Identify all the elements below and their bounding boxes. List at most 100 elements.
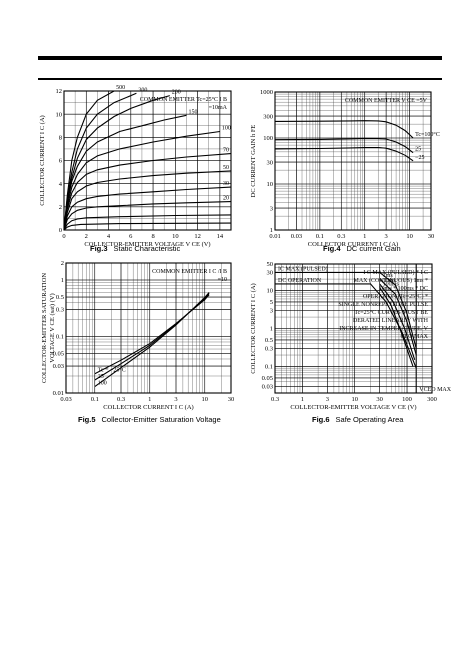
fig6-series-label: 10ms	[383, 278, 397, 284]
fig6-series-label: IC MAX (PULSED)	[278, 265, 328, 272]
fig3-series-line	[63, 222, 232, 231]
fig3-x-tick-label: 2	[85, 233, 88, 240]
fig6-y-tick-label: 0.05	[262, 375, 273, 382]
fig3-y-tick-label: 8	[59, 135, 62, 142]
fig6-x-tick-label: 30	[376, 396, 383, 403]
fig5-y-tick-label: 0.3	[56, 307, 64, 314]
fig3-x-tick-label: 10	[172, 233, 179, 240]
fig5-y-tick-label: 0.05	[53, 351, 64, 358]
fig3-x-tick-label: 12	[194, 233, 201, 240]
fig4-plot-group: 0.01 0.03 0.1 0.3 1 3 10 30 1 3 10 30 100 300 1000 Tc=1…	[250, 89, 440, 248]
fig4-series-line	[274, 120, 414, 139]
fig5-y-axis-title: COLLECTOR-EMITTER SATURATION	[41, 273, 48, 384]
fig4-x-tick-label: 0.03	[291, 233, 302, 240]
fig4-x-tick-label: 0.1	[316, 233, 324, 240]
fig4-series-line	[274, 146, 414, 162]
fig5-series-label: Tc = −25°C	[98, 367, 126, 374]
fig5-y-axis-title-2: VOLTAGE V CE (sat) (V)	[49, 293, 56, 362]
chart-fig3-svg: 0 2 4 6 8 10 12 14 0 2 4 6 8 10 12 500 300 200 150 100 70 50 3…	[39, 85, 232, 248]
fig5-x-tick-label: 1	[148, 396, 151, 403]
chart-fig4-svg: 0.01 0.03 0.1 0.3 1 3 10 30 1 3 10 30 100 300 1000 Tc=1…	[250, 89, 440, 248]
fig5-y-tick-label: 0.1	[56, 334, 64, 341]
chart-fig6-safe-operating-area: 0.3 1 3 10 30 100 300 0.03 0.05 0.1 0.3 0.5 1 3 5 10 30 5…	[237, 250, 474, 430]
fig3-label: Fig.3	[90, 244, 108, 253]
fig6-plot-frame	[274, 263, 433, 394]
fig6-annotation-line: Tc=25°C CURVES MUST BE	[354, 309, 428, 316]
fig3-caption: Fig.3 Static Characteristic	[90, 244, 180, 253]
chart-fig5-svg: 0.03 0.1 0.3 1 3 10 300.010.030.050.10.30.512T…	[41, 260, 234, 411]
fig6-series-line	[275, 271, 417, 349]
fig6-annotation-line: CEO MAX	[400, 334, 428, 340]
fig3-y-tick-label: 4	[59, 181, 63, 188]
fig3-series-label: 20	[223, 196, 229, 202]
fig6-series-line	[379, 283, 416, 360]
fig5-series-label: 25	[98, 374, 104, 380]
fig5-y-tick-label: 2	[61, 260, 64, 267]
fig3-y-tick-label: 12	[56, 88, 63, 95]
chart-fig4-dc-current-gain: 0.01 0.03 0.1 0.3 1 3 10 30 1 3 10 30 100 300 1000 Tc=1…	[237, 0, 474, 260]
fig5-x-tick-label: 0.3	[117, 396, 125, 403]
fig4-caption-text: DC current Gain	[346, 244, 401, 253]
fig5-caption-text: Collector-Emitter Saturation Voltage	[101, 415, 221, 424]
fig6-y-axis-title: COLLECTOR CURRENT I C (A)	[250, 283, 257, 373]
fig4-y-tick-label: 1	[270, 227, 273, 234]
fig5-series-label: 100	[98, 381, 107, 387]
fig3-series-line	[63, 201, 232, 231]
fig6-caption: Fig.6 Safe Operating Area	[312, 415, 403, 424]
fig6-x-tick-label: 0.3	[271, 396, 279, 403]
fig6-x-axis-title: COLLECTOR-EMITTER VOLTAGE V CE (V)	[290, 404, 416, 411]
fig5-x-axis-title: COLLECTOR CURRENT I C (A)	[103, 404, 193, 411]
fig3-x-tick-label: 8	[151, 233, 154, 240]
fig6-annotation-line: SINGLE NONREPETITIVE PULSE	[338, 302, 428, 308]
fig3-x-tick-label: 0	[62, 233, 65, 240]
fig3-x-tick-label: 6	[129, 233, 133, 240]
fig5-x-tick-label: 3	[174, 396, 177, 403]
fig6-x-tick-label: 100	[402, 396, 412, 403]
fig4-x-tick-label: 0.01	[269, 233, 280, 240]
fig4-annotation-line: COMMON EMITTER V CE =5V	[345, 98, 428, 104]
fig6-series-line	[379, 278, 417, 356]
chart-fig6-svg: 0.3 1 3 10 30 100 300 0.03 0.05 0.1 0.3 0.5 1 3 5 10 30 5…	[250, 261, 452, 411]
fig5-x-tick-label: 10	[202, 396, 209, 403]
fig6-y-tick-label: 1	[270, 326, 273, 333]
fig3-series-line	[63, 90, 115, 231]
fig3-plot-group: 0 2 4 6 8 10 12 14 0 2 4 6 8 10 12 500 300 200 150 100 70 50 3…	[39, 85, 232, 248]
fig4-y-tick-label: 300	[263, 113, 273, 120]
fig3-series-line	[63, 186, 232, 231]
fig3-series-line	[63, 214, 232, 231]
fig3-series-label: 500	[116, 85, 125, 91]
fig6-caption-text: Safe Operating Area	[335, 415, 404, 424]
fig6-y-tick-label: 0.03	[262, 384, 273, 391]
fig6-y-tick-label: 0.1	[265, 364, 273, 371]
fig4-series-label: −25	[415, 155, 424, 161]
fig5-caption: Fig.5 Collector-Emitter Saturation Voltag…	[78, 415, 221, 424]
fig6-y-tick-label: 3	[270, 308, 273, 315]
fig3-series-line	[63, 95, 170, 231]
fig5-x-tick-label: 0.1	[91, 396, 99, 403]
fig6-series-label: DC OPERATION	[278, 278, 322, 284]
fig4-x-tick-label: 1	[363, 233, 366, 240]
fig3-series-line	[63, 130, 220, 231]
fig4-y-tick-label: 100	[263, 135, 273, 142]
fig3-y-tick-label: 6	[59, 158, 63, 165]
fig6-y-tick-label: 0.3	[265, 346, 273, 353]
fig6-annotation-line: 10ms * 100ms * DC	[379, 286, 428, 292]
fig3-x-axis-title: COLLECTOR-EMITTER VOLTAGE V CE (V)	[84, 241, 210, 248]
fig5-series-line	[94, 294, 210, 375]
fig6-x-tick-label: 3	[326, 396, 329, 403]
fig6-label: Fig.6	[312, 415, 330, 424]
fig6-annotation-line: DERATED LINEARLY WITH	[353, 318, 429, 324]
fig3-y-tick-label: 0	[59, 227, 62, 234]
fig3-series-line	[63, 114, 187, 231]
fig3-series-label: 70	[223, 148, 229, 154]
fig3-y-tick-label: 10	[56, 111, 63, 118]
fig6-x-tick-label: 300	[427, 396, 437, 403]
fig6-annotation-line: INCREASE IN TEMPERATURE. V	[339, 326, 428, 332]
fig5-series-line	[94, 293, 210, 381]
fig5-y-tick-label: 0.03	[53, 363, 64, 370]
fig6-y-tick-label: 5	[270, 299, 273, 306]
fig5-plot-frame	[65, 262, 232, 394]
fig3-series-line	[63, 170, 232, 231]
fig6-y-tick-label: 30	[267, 270, 274, 277]
fig3-x-tick-label: 4	[107, 233, 111, 240]
